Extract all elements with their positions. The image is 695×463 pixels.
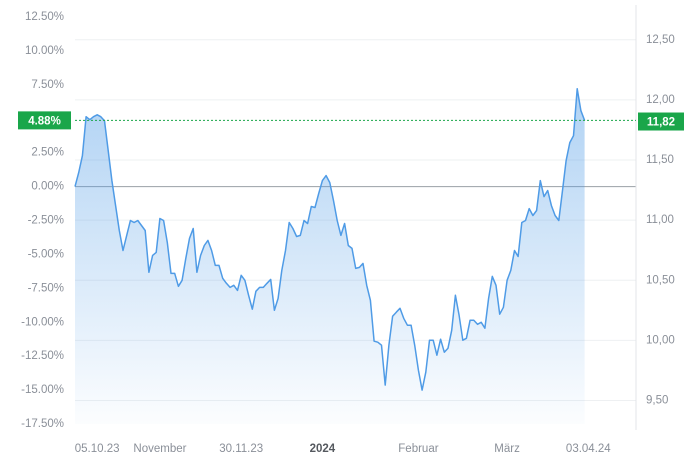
y2-tick-label: 11,50 xyxy=(646,154,674,166)
y2-tick-label: 10,50 xyxy=(646,274,675,286)
last-value-label: 4.88% xyxy=(28,115,61,127)
line xyxy=(74,88,586,391)
x-tick-label: November xyxy=(133,443,186,455)
y2-tick-label: 12,50 xyxy=(646,34,675,46)
y-tick-label: -2.50% xyxy=(28,215,64,227)
last-price-label: 11,82 xyxy=(647,117,675,129)
x-tick-label: Februar xyxy=(398,443,438,455)
y-tick-label: -12.50% xyxy=(21,350,64,362)
last-value-badge xyxy=(18,111,71,130)
x-tick-label: März xyxy=(494,443,520,455)
x-tick-label: 2024 xyxy=(310,443,336,455)
y2-tick-label: 9,50 xyxy=(646,395,668,407)
y2-tick-label: 10,00 xyxy=(646,334,675,346)
y-tick-label: -10.00% xyxy=(21,316,64,328)
y2-tick-label: 11,00 xyxy=(646,214,674,226)
y-tick-label: -17.50% xyxy=(21,418,64,430)
y-tick-label: -7.50% xyxy=(28,282,64,294)
y-tick-label: 0.00% xyxy=(31,181,64,193)
area xyxy=(75,88,585,425)
y-tick-label: 12.50% xyxy=(25,11,64,23)
last-price-badge xyxy=(638,112,684,131)
x-tick-label: 30.11.23 xyxy=(219,443,263,455)
x-tick-label: 03.04.24 xyxy=(566,443,611,455)
y-tick-label: 10.00% xyxy=(25,45,64,57)
y-tick-label: 7.50% xyxy=(31,79,64,91)
y-tick-label: -5.00% xyxy=(28,248,64,260)
y2-tick-label: 12,00 xyxy=(646,94,675,106)
y-tick-label: -15.00% xyxy=(21,384,64,396)
y-tick-label: 2.50% xyxy=(31,147,64,159)
x-tick-label: 05.10.23 xyxy=(75,443,120,455)
